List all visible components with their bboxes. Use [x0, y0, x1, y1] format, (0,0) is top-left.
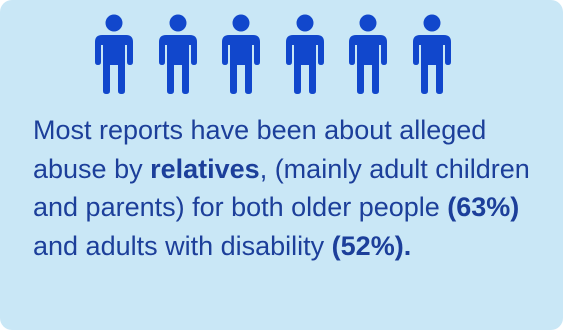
person-icon — [157, 14, 199, 94]
summary-text-part-1: Most reports have been about alleged abu… — [33, 115, 487, 184]
summary-text-part-3: and adults with disability — [33, 230, 332, 261]
summary-bold-older-people-percent: (63%) — [447, 192, 520, 222]
summary-bold-disability-percent: (52%). — [331, 230, 412, 261]
person-icon — [284, 14, 326, 94]
person-icon — [93, 14, 135, 94]
summary-bold-relatives: relatives — [150, 153, 260, 184]
person-icon — [220, 14, 262, 94]
summary-text: Most reports have been about alleged abu… — [33, 111, 538, 265]
person-icon — [411, 14, 453, 94]
summary-text-part-2: , (mainly adult children and parents) fo… — [33, 153, 530, 223]
person-icon — [347, 14, 389, 94]
people-icon-row — [93, 14, 453, 96]
